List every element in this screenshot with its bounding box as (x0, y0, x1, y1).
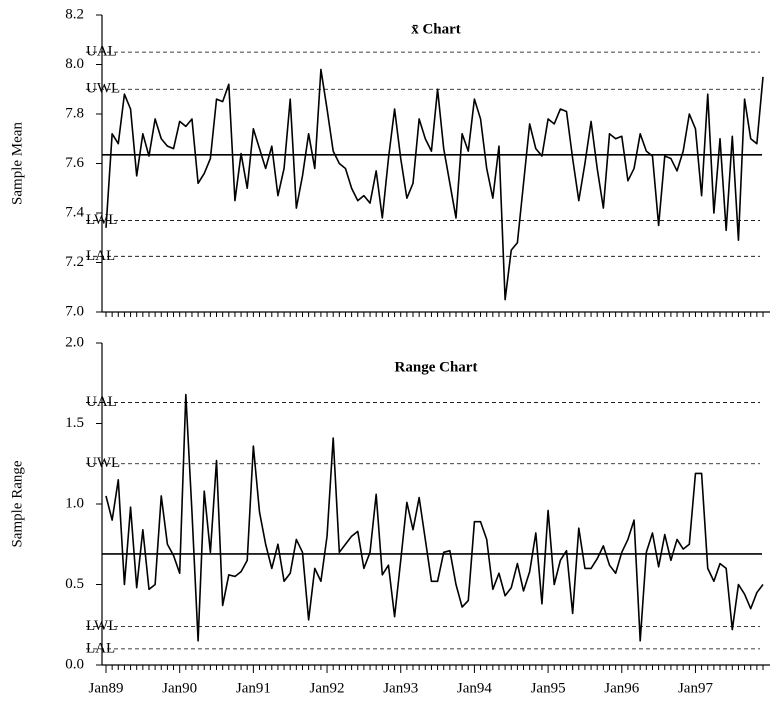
y-tick-label: 7.6 (65, 155, 84, 171)
chart-title: Range Chart (395, 359, 478, 375)
reference-label: UWL (86, 81, 120, 97)
y-axis-label: Sample Range (9, 460, 25, 547)
y-axis-label: Sample Mean (9, 122, 25, 205)
y-tick-label: 0.5 (65, 576, 84, 592)
x-tick-label: Jan97 (678, 680, 713, 696)
x-tick-label: Jan95 (531, 680, 566, 696)
data-line (105, 68, 764, 301)
x-tick-label: Jan92 (310, 680, 345, 696)
reference-label: LWL (86, 212, 117, 228)
reference-label: UAL (86, 394, 117, 410)
y-tick-label: 0.0 (65, 656, 84, 672)
data-line (105, 393, 764, 642)
y-tick-label: 2.0 (65, 334, 84, 350)
y-tick-label: 7.0 (65, 303, 84, 319)
x-tick-label: Jan93 (383, 680, 418, 696)
reference-label: LAL (86, 640, 115, 656)
y-tick-label: 7.8 (65, 105, 84, 121)
x-tick-label: Jan89 (89, 680, 124, 696)
y-tick-label: 1.5 (65, 415, 84, 431)
reference-label: LAL (86, 248, 115, 264)
reference-label: UWL (86, 455, 120, 471)
y-tick-label: 7.4 (65, 204, 84, 220)
y-tick-label: 7.2 (65, 254, 84, 270)
y-tick-label: 8.0 (65, 56, 84, 72)
chart-title: x̄ Chart (411, 21, 461, 37)
x-tick-label: Jan90 (162, 680, 197, 696)
y-tick-label: 8.2 (65, 6, 84, 22)
x-tick-label: Jan94 (457, 680, 492, 696)
x-tick-label: Jan96 (604, 680, 639, 696)
reference-label: LWL (86, 618, 117, 634)
reference-label: UAL (86, 44, 117, 60)
y-tick-label: 1.0 (65, 495, 84, 511)
x-tick-label: Jan91 (236, 680, 271, 696)
